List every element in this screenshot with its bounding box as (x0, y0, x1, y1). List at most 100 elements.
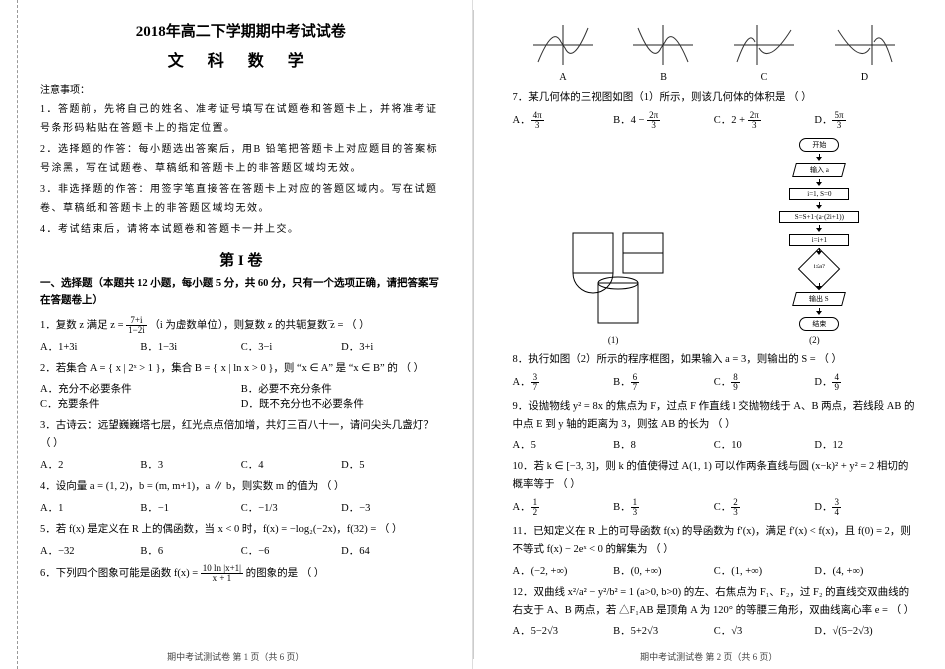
question-5: 5．若 f(x) 是定义在 R 上的偶函数，当 x < 0 时，f(x) = −… (40, 521, 442, 539)
notice-item: 1．答题前，先将自己的姓名、准考证号填写在试题卷和答题卡上，并将准考证号条形码粘… (40, 100, 442, 138)
q4-opt-a: A．1 (40, 500, 140, 515)
fc-init: i=1, S=0 (789, 188, 849, 200)
q3-opt-b: B．3 (140, 457, 240, 472)
page-2: A B C D 7．某几何体的三视图如图（1）所示，则该几何体的体积是 （ ） … (473, 0, 945, 669)
q6-stem-b: 的图象的是 （ ） (246, 568, 325, 579)
q8-opt-a: A．37 (513, 373, 614, 392)
fc-output: 输出 S (792, 292, 846, 306)
q5-opt-b: B．6 (140, 543, 240, 558)
q6-graph-labels: A B C D (513, 72, 916, 83)
page-1: 2018年高二下学期期中考试试卷 文 科 数 学 注意事项： 1．答题前，先将自… (0, 0, 473, 669)
q6-stem-a: 6．下列四个图象可能是函数 f(x) = (40, 568, 201, 579)
q10-opt-c: C．23 (714, 498, 815, 517)
q1-options: A．1+3i B．1−3i C．3−i D．3+i (40, 339, 442, 354)
fc-cond: i≤a? (797, 257, 841, 281)
q3-opt-a: A．2 (40, 457, 140, 472)
q5-opt-a: A．−32 (40, 543, 140, 558)
graph-a (528, 20, 598, 70)
question-6: 6．下列四个图象可能是函数 f(x) = 10 ln |x+1| x + 1 的… (40, 564, 442, 583)
q2-options: A．充分不必要条件 B．必要不充分条件 C．充要条件 D．既不充分也不必要条件 (40, 381, 442, 411)
footer-right: 期中考试测试卷 第 2 页（共 6 页） (473, 650, 945, 663)
q9-opt-c: C．10 (714, 437, 815, 452)
q4-opt-d: D．−3 (341, 500, 441, 515)
figures-row: 开始 输入 a i=1, S=0 S=S+1·(a·(2i+1)) i=i+1 … (513, 136, 916, 333)
notice-item: 2．选择题的作答：每小题选出答案后，用B 铅笔把答题卡上对应题目的答案标号涂黑，… (40, 140, 442, 178)
q7-opt-c: C．2 + 2π3 (714, 111, 815, 130)
main-title: 2018年高二下学期期中考试试卷 (40, 20, 442, 41)
q8-opt-c: C．89 (714, 373, 815, 392)
label-d: D (861, 72, 868, 83)
q6-fraction: 10 ln |x+1| x + 1 (201, 564, 243, 583)
subject-title: 文 科 数 学 (40, 47, 442, 71)
q5-opt-c: C．−6 (241, 543, 341, 558)
q11-opt-b: B．(0, +∞) (613, 563, 714, 578)
q3-opt-c: C．4 (241, 457, 341, 472)
q1-fraction: 7+i 1−2i (126, 316, 147, 335)
question-4: 4．设向量 a = (1, 2)，b = (m, m+1)，a ∥ b，则实数 … (40, 478, 442, 496)
q11-opt-c: C．(1, +∞) (714, 563, 815, 578)
section-1-heading: 第 I 卷 (40, 249, 442, 270)
q8-opt-b: B．67 (613, 373, 714, 392)
fig1-caption: (1) (608, 335, 619, 345)
figure-captions: (1) (2) (513, 335, 916, 345)
q2-opt-d: D．既不充分也不必要条件 (241, 396, 442, 411)
q12-opt-a: A．5−2√3 (513, 623, 614, 638)
q1-stem-a: 1．复数 z 满足 z = (40, 320, 126, 331)
q7-opt-d: D．5π3 (814, 111, 915, 130)
flowchart-figure: 开始 输入 a i=1, S=0 S=S+1·(a·(2i+1)) i=i+1 … (774, 136, 864, 333)
three-view-figure (563, 223, 673, 333)
q1-opt-c: C．3−i (241, 339, 341, 354)
label-a: A (559, 72, 566, 83)
notice-heading: 注意事项： (40, 81, 442, 96)
q8-opt-d: D．49 (814, 373, 915, 392)
fc-start: 开始 (799, 138, 839, 152)
question-9: 9．设抛物线 y² = 8x 的焦点为 F，过点 F 作直线 l 交抛物线于 A… (513, 398, 916, 434)
binding-strip (0, 0, 18, 669)
question-3: 3．古诗云：远望巍巍塔七层，红光点点倍加增，共灯三百八十一，请问尖头几盏灯？（ … (40, 417, 442, 453)
q11-options: A．(−2, +∞) B．(0, +∞) C．(1, +∞) D．(4, +∞) (513, 563, 916, 578)
fc-input: 输入 a (792, 163, 846, 177)
graph-c (729, 20, 799, 70)
q10-opt-a: A．12 (513, 498, 614, 517)
q12-opt-b: B．5+2√3 (613, 623, 714, 638)
q9-opt-a: A．5 (513, 437, 614, 452)
q1-opt-b: B．1−3i (140, 339, 240, 354)
q4-opt-b: B．−1 (140, 500, 240, 515)
q3-opt-d: D．5 (341, 457, 441, 472)
q12-options: A．5−2√3 B．5+2√3 C．√3 D．√(5−2√3) (513, 623, 916, 638)
graph-d (830, 20, 900, 70)
q4-opt-c: C．−1/3 (241, 500, 341, 515)
question-7: 7．某几何体的三视图如图（1）所示，则该几何体的体积是 （ ） (513, 89, 916, 107)
notice-item: 4．考试结束后，请将本试题卷和答题卡一并上交。 (40, 220, 442, 239)
q10-options: A．12 B．13 C．23 D．34 (513, 498, 916, 517)
section-1-desc: 一、选择题（本题共 12 小题，每小题 5 分，共 60 分，只有一个选项正确，… (40, 276, 442, 310)
q5-opt-d: D．64 (341, 543, 441, 558)
q9-opt-d: D．12 (814, 437, 915, 452)
q5-options: A．−32 B．6 C．−6 D．64 (40, 543, 442, 558)
q10-opt-d: D．34 (814, 498, 915, 517)
q2-opt-c: C．充要条件 (40, 396, 241, 411)
notice-item: 3．非选择题的作答：用签字笔直接答在答题卡上对应的答题区域内。写在试题卷、草稿纸… (40, 180, 442, 218)
question-2: 2．若集合 A = { x | 2ˣ > 1 }，集合 B = { x | ln… (40, 360, 442, 378)
q2-opt-a: A．充分不必要条件 (40, 381, 241, 396)
question-1: 1．复数 z 满足 z = 7+i 1−2i （i 为虚数单位），则复数 z 的… (40, 316, 442, 335)
q9-opt-b: B．8 (613, 437, 714, 452)
fc-end: 结束 (799, 317, 839, 331)
q11-opt-d: D．(4, +∞) (814, 563, 915, 578)
q1-opt-d: D．3+i (341, 339, 441, 354)
fc-body: S=S+1·(a·(2i+1)) (779, 211, 859, 223)
exam-sheet: 2018年高二下学期期中考试试卷 文 科 数 学 注意事项： 1．答题前，先将自… (0, 0, 945, 669)
q7-options: A．4π3 B．4 − 2π3 C．2 + 2π3 D．5π3 (513, 111, 916, 130)
fc-inc: i=i+1 (789, 234, 849, 246)
q12-opt-d: D．√(5−2√3) (814, 623, 915, 638)
question-8: 8．执行如图（2）所示的程序框图，如果输入 a = 3，则输出的 S = （ ） (513, 351, 916, 369)
fig2-caption: (2) (809, 335, 820, 345)
q8-options: A．37 B．67 C．89 D．49 (513, 373, 916, 392)
q12-opt-c: C．√3 (714, 623, 815, 638)
q7-opt-a: A．4π3 (513, 111, 614, 130)
q7-opt-b: B．4 − 2π3 (613, 111, 714, 130)
footer-left: 期中考试测试卷 第 1 页（共 6 页） (0, 650, 472, 663)
label-c: C (761, 72, 768, 83)
q1-opt-a: A．1+3i (40, 339, 140, 354)
graph-b (628, 20, 698, 70)
